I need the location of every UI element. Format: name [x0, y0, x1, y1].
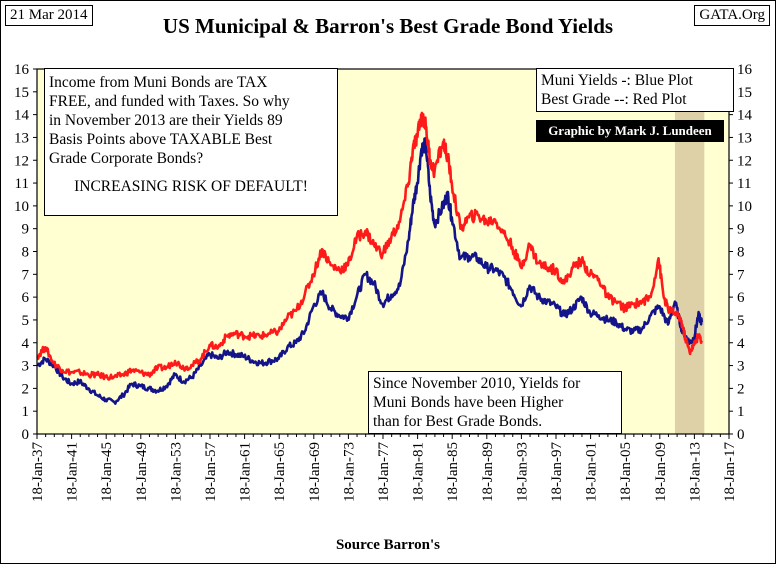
y-tick-label-right: 6	[737, 290, 745, 306]
annotation-box-question: Income from Muni Bonds are TAX FREE, and…	[44, 68, 338, 216]
x-tick-label: 18-Jan-49	[134, 442, 150, 502]
chart-title: US Municipal & Barron's Best Grade Bond …	[162, 14, 614, 38]
x-tick-label: 18-Jan-69	[307, 442, 323, 502]
x-tick-label: 18-Jan-05	[618, 442, 634, 502]
y-tick-label-right: 5	[737, 313, 745, 329]
y-tick-label-left: 13	[14, 130, 29, 146]
y-tick-label-right: 10	[737, 199, 752, 215]
annotation-line: than for Best Grade Bonds.	[373, 413, 543, 430]
y-tick-label-right: 12	[737, 153, 752, 169]
x-tick-label: 18-Jan-01	[584, 442, 600, 502]
y-tick-label-left: 2	[22, 381, 30, 397]
x-tick-label: 18-Jan-61	[238, 442, 254, 502]
annotation-line: Muni Bonds have been Higher	[373, 394, 564, 411]
x-tick-label: 18-Jan-65	[272, 442, 288, 502]
y-tick-label-left: 11	[15, 176, 29, 192]
y-tick-label-left: 7	[22, 267, 30, 283]
legend-box: Muni Yields -: Blue Plot Best Grade --: …	[536, 68, 734, 112]
y-tick-label-right: 3	[737, 359, 745, 375]
y-tick-label-left: 9	[22, 222, 30, 238]
annotation-line: in November 2013 are their Yields 89	[49, 112, 283, 129]
y-tick-label-right: 2	[737, 381, 745, 397]
y-tick-label-right: 9	[737, 222, 745, 238]
annotation-line: Since November 2010, Yields for	[373, 375, 581, 392]
y-tick-label-right: 15	[737, 85, 752, 101]
y-tick-label-left: 16	[14, 62, 30, 78]
y-tick-label-right: 1	[737, 404, 745, 420]
legend-entry-muni: Muni Yields -: Blue Plot	[541, 72, 693, 89]
y-tick-label-right: 13	[737, 130, 752, 146]
y-tick-label-left: 8	[22, 245, 30, 261]
x-axis: 18-Jan-37 18-Jan-41 18-Jan-45 18-Jan-49 18-J…	[30, 434, 738, 502]
x-tick-label: 18-Jan-37	[30, 442, 46, 502]
y-tick-label-left: 0	[22, 427, 30, 443]
annotation-emphasis: INCREASING RISK OF DEFAULT!	[74, 178, 308, 195]
y-tick-label-right: 0	[737, 427, 745, 443]
y-tick-label-left: 5	[22, 313, 30, 329]
y-tick-label-right: 8	[737, 245, 745, 261]
x-tick-label: 18-Jan-93	[514, 442, 530, 502]
y-tick-label-left: 4	[22, 336, 30, 352]
annotation-line: Basis Points above TAXABLE Best	[49, 131, 273, 148]
y-tick-label-left: 6	[22, 290, 30, 306]
y-tick-label-left: 14	[14, 108, 30, 124]
y-tick-label-right: 11	[737, 176, 751, 192]
x-tick-label: 18-Jan-81	[411, 442, 427, 502]
series-line-best-grade	[36, 111, 703, 381]
x-tick-label: 18-Jan-53	[168, 442, 184, 502]
x-tick-label: 18-Jan-89	[480, 442, 496, 502]
series-line-muni-yields	[36, 137, 704, 405]
y-tick-label-right: 7	[737, 267, 745, 283]
y-tick-label-right: 4	[737, 336, 745, 352]
x-tick-label: 18-Jan-45	[99, 442, 115, 502]
x-tick-label: 18-Jan-85	[445, 442, 461, 502]
x-tick-label: 18-Jan-73	[341, 442, 357, 502]
x-tick-label: 18-Jan-41	[65, 442, 81, 502]
annotation-line: Grade Corporate Bonds?	[49, 150, 204, 167]
series-layer	[36, 111, 704, 405]
annotation-line: Income from Muni Bonds are TAX	[49, 74, 268, 91]
x-tick-label: 18-Jan-13	[687, 442, 703, 502]
x-tick-label: 18-Jan-77	[376, 442, 392, 502]
source-stamp: GATA.Org	[694, 5, 770, 26]
legend-entry-best-grade: Best Grade --: Red Plot	[541, 91, 687, 108]
y-tick-label-left: 10	[14, 199, 29, 215]
x-tick-label: 18-Jan-97	[549, 442, 565, 502]
x-axis-label: Source Barron's	[335, 537, 441, 553]
annotation-box-since-2010: Since November 2010, Yields for Muni Bon…	[368, 371, 622, 434]
credit-banner: Graphic by Mark J. Lundeen	[536, 120, 724, 142]
y-tick-label-left: 3	[22, 359, 30, 375]
x-tick-label: 18-Jan-57	[203, 442, 219, 502]
y-tick-label-right: 16	[737, 62, 753, 78]
y-tick-label-left: 1	[22, 404, 30, 420]
y-tick-label-right: 14	[737, 108, 753, 124]
y-tick-label-left: 12	[14, 153, 29, 169]
annotation-line: FREE, and funded with Taxes. So why	[49, 93, 290, 110]
x-tick-label: 18-Jan-17	[722, 442, 738, 502]
x-tick-label: 18-Jan-09	[653, 442, 669, 502]
y-tick-label-left: 15	[14, 85, 29, 101]
date-stamp: 21 Mar 2014	[5, 5, 93, 26]
